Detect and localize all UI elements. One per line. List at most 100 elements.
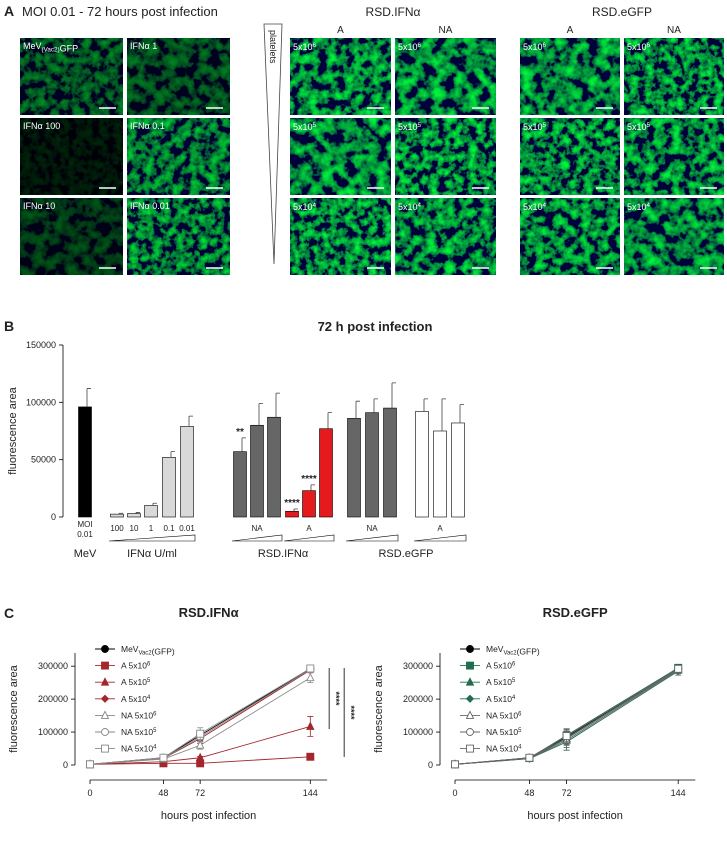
superscript: 4	[313, 202, 317, 209]
significance: ****	[284, 498, 300, 509]
subgroup-label: A	[437, 524, 443, 533]
dose-wedge	[413, 534, 467, 542]
text-part: 5x10	[293, 202, 313, 212]
legend-label: A 5x105	[121, 677, 151, 687]
legend-marker	[465, 677, 475, 686]
text-part: IFNα 0.1	[130, 121, 165, 131]
column-label: NA	[439, 25, 453, 36]
group-label: MeV	[74, 548, 97, 560]
text-part: 5x10	[523, 202, 543, 212]
y-tick-label: 150000	[26, 340, 56, 350]
text-part: IFNα 10	[23, 201, 55, 211]
text-part: A 5x10	[486, 661, 512, 671]
x-tick-label: 72	[195, 788, 205, 798]
y-tick-label: 0	[428, 760, 433, 770]
error-bar	[152, 502, 157, 506]
marker	[86, 760, 94, 769]
text-part: 5x10	[293, 122, 313, 132]
platelet-wedge	[263, 23, 283, 265]
error-bar	[423, 398, 428, 412]
marker	[306, 672, 315, 682]
micrograph	[127, 118, 230, 195]
image-label: 5x106	[523, 42, 547, 52]
superscript: 6	[153, 711, 157, 717]
bar-label: 100	[110, 524, 124, 533]
x-tick-label: 0	[87, 788, 92, 798]
legend-label: A 5x104	[486, 694, 516, 704]
text-part: 5x10	[627, 202, 647, 212]
text-part: MeV	[23, 41, 42, 51]
text-part: NA 5x10	[486, 744, 518, 754]
legend-label: NA 5x106	[121, 710, 157, 720]
series-line	[89, 726, 311, 765]
panel-header: RSD.IFNα	[366, 5, 421, 19]
text-part: GFP	[60, 44, 79, 54]
superscript: 5	[543, 122, 547, 129]
bar	[365, 412, 379, 518]
superscript: 4	[647, 202, 651, 209]
marker	[159, 753, 168, 762]
text-part: 5x10	[627, 122, 647, 132]
chart-title: RSD.eGFP	[543, 605, 608, 620]
superscript: 5	[153, 728, 157, 734]
error-bar	[373, 398, 378, 413]
error-bar	[135, 512, 140, 514]
legend-marker	[465, 694, 475, 703]
error-bar	[459, 404, 464, 423]
legend-marker	[466, 661, 474, 670]
y-tick-label: 200000	[38, 694, 68, 704]
marker	[525, 753, 534, 762]
error-bar	[258, 403, 263, 426]
legend-marker	[466, 645, 474, 653]
y-tick-label: 0	[63, 760, 68, 770]
error-bar	[355, 400, 360, 419]
superscript: 6	[147, 662, 151, 668]
bar	[127, 513, 141, 518]
micrograph	[395, 118, 496, 195]
image-label: 5x104	[523, 202, 547, 212]
marker	[195, 740, 205, 749]
y-tick-label: 0	[51, 512, 56, 522]
text-part: A 5x10	[486, 677, 512, 687]
micrograph	[520, 38, 620, 115]
bar	[383, 407, 397, 518]
dose-wedge	[283, 534, 335, 542]
superscript: 6	[647, 42, 651, 49]
bar-label: 1	[149, 524, 154, 533]
error-bar	[170, 451, 175, 458]
superscript: 6	[512, 662, 516, 668]
y-tick-label: 300000	[38, 661, 68, 671]
text-part: NA 5x10	[121, 710, 153, 720]
y-tick-label: 300000	[403, 661, 433, 671]
marker	[196, 729, 205, 738]
subscript: Vac2	[503, 651, 516, 657]
x-tick-label: 48	[158, 788, 168, 798]
series-line	[89, 756, 311, 765]
chart-title: 72 h post infection	[318, 319, 433, 334]
platelets-label: platelets	[268, 30, 278, 64]
panel-label: B	[4, 318, 14, 334]
bar-label: 0.01	[179, 524, 195, 533]
marker	[306, 752, 315, 761]
significance: ****	[331, 691, 341, 706]
y-tick-label: 100000	[38, 727, 68, 737]
legend-marker	[466, 728, 474, 736]
significance: ****	[346, 705, 356, 720]
micrograph	[624, 198, 724, 275]
superscript: 5	[647, 122, 651, 129]
text-part: (GFP)	[152, 647, 175, 657]
subscript: Vac2	[138, 651, 151, 657]
image-label: 5x104	[293, 202, 317, 212]
image-label: 5x106	[627, 42, 651, 52]
micrograph	[127, 38, 230, 115]
bar	[162, 457, 176, 518]
superscript: 5	[147, 678, 151, 684]
superscript: 4	[418, 202, 422, 209]
text-part: 5x10	[398, 202, 418, 212]
text-part: NA 5x10	[486, 710, 518, 720]
column-label: NA	[667, 25, 681, 36]
micrograph	[624, 38, 724, 115]
legend-label: NA 5x105	[486, 727, 522, 737]
subscript: (Vac2)	[42, 47, 60, 54]
